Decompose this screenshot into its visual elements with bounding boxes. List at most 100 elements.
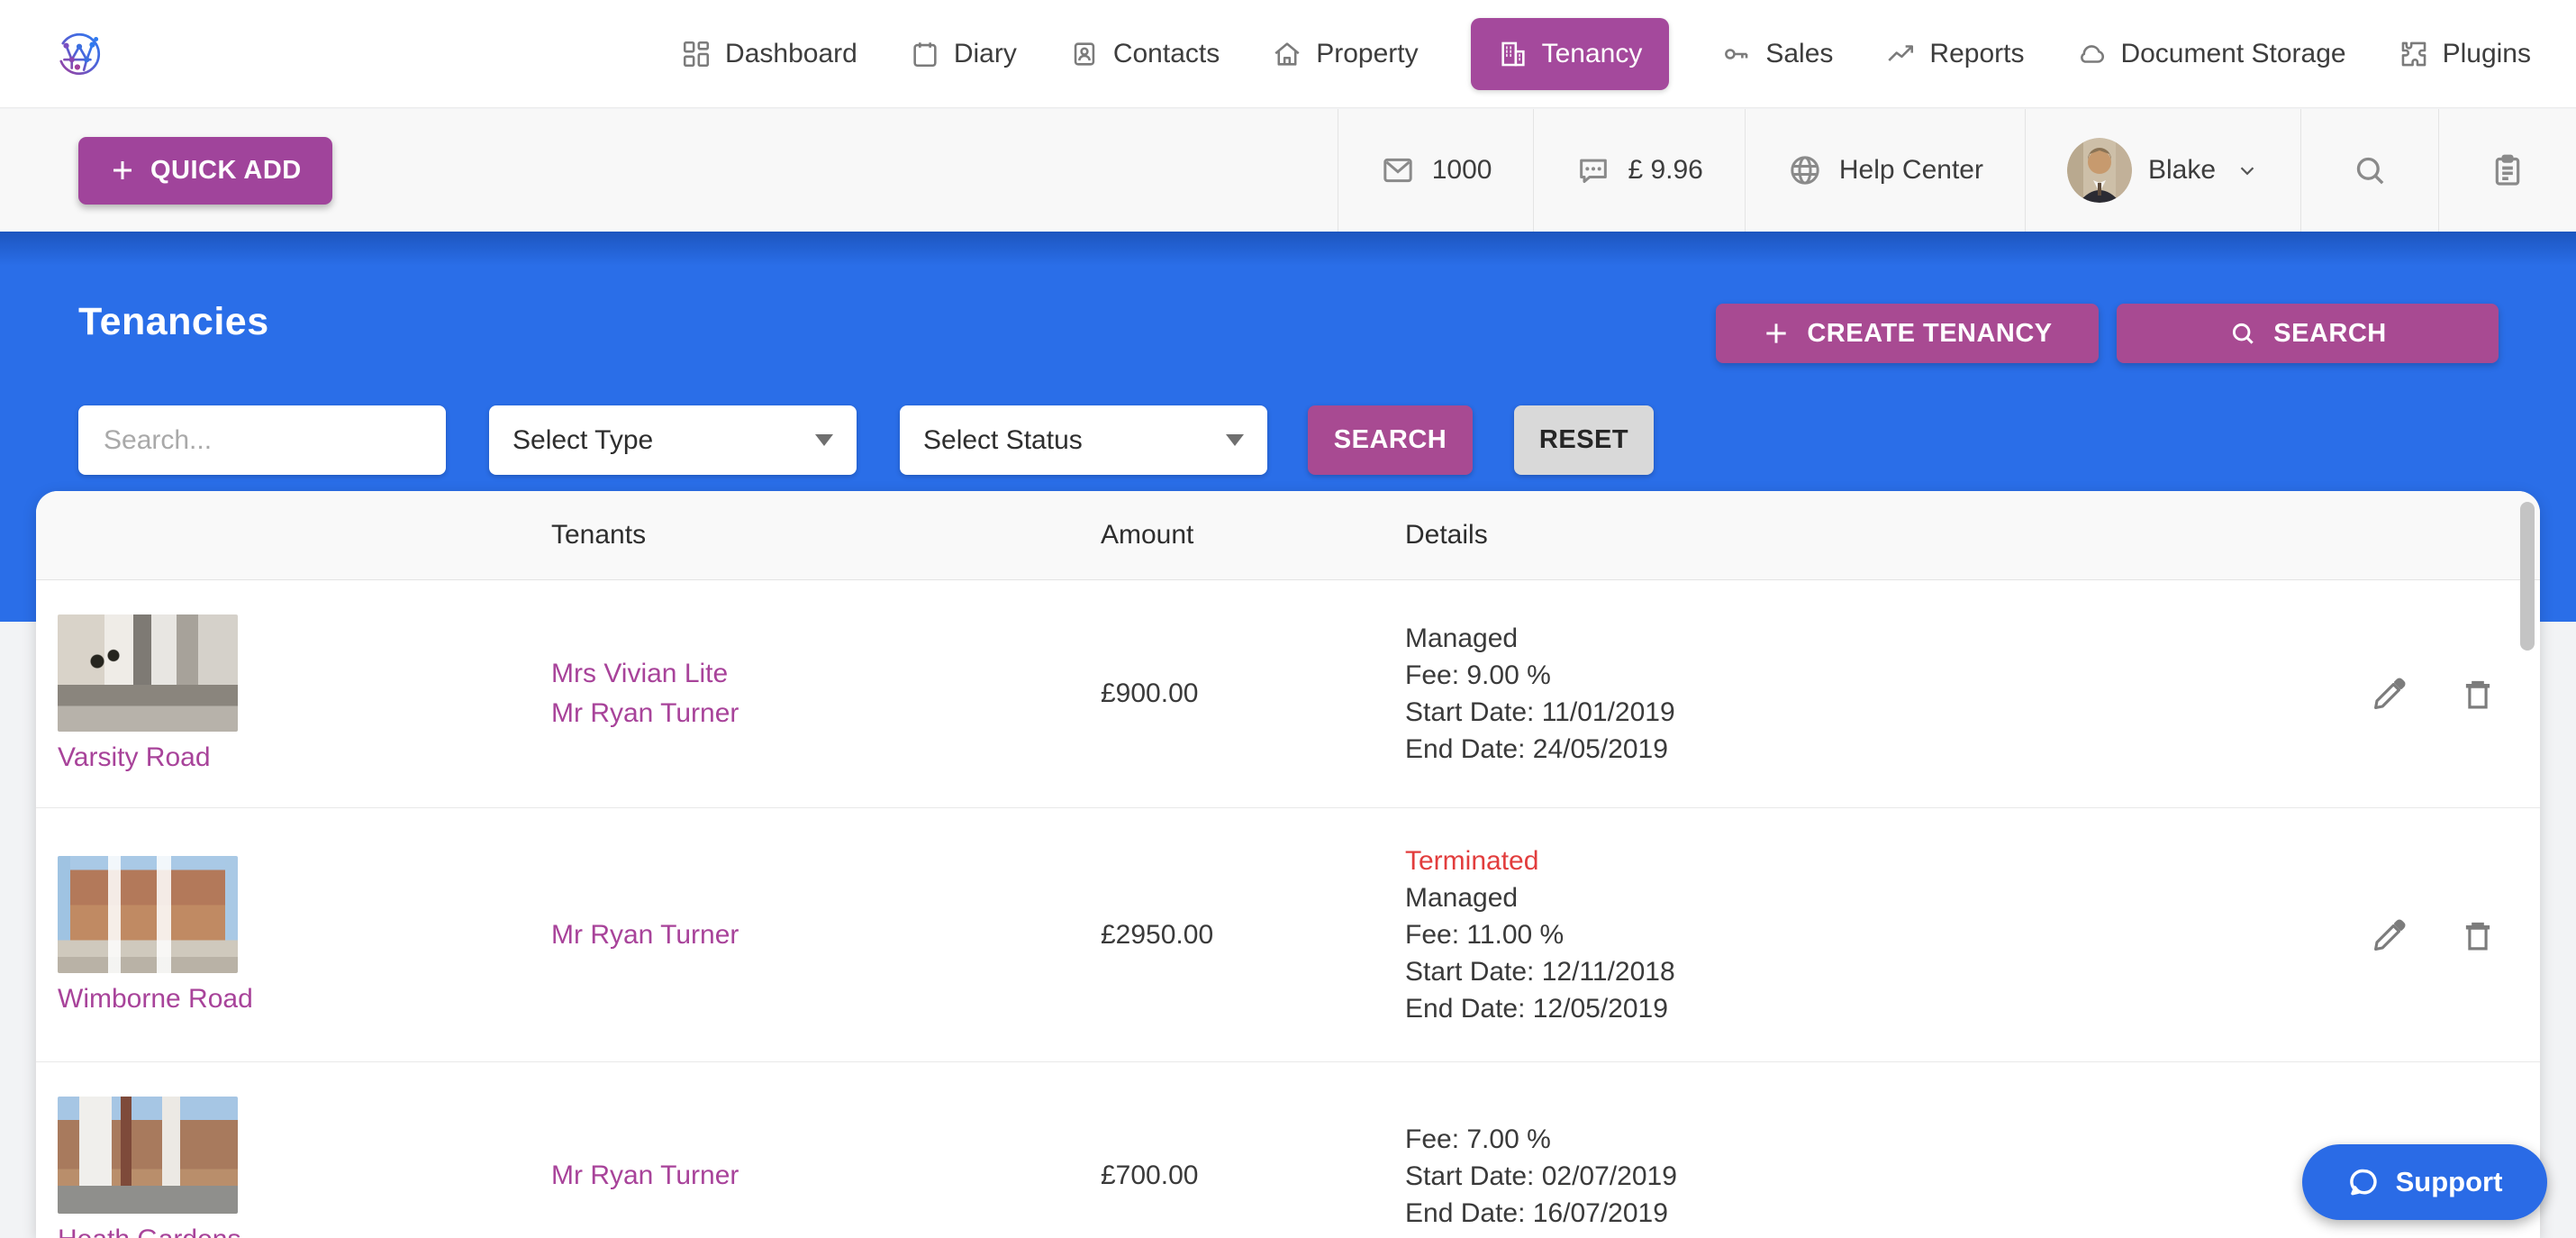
clipboard-button[interactable]	[2438, 109, 2576, 232]
dashboard-icon	[681, 39, 712, 69]
detail-line: Start Date: 02/07/2019	[1405, 1161, 1677, 1191]
edit-icon[interactable]	[2371, 675, 2408, 713]
delete-icon[interactable]	[2459, 916, 2497, 954]
detail-line: End Date: 12/05/2019	[1405, 994, 1668, 1024]
balance-indicator[interactable]: £ 9.96	[1533, 109, 1744, 232]
property-photo[interactable]	[58, 855, 238, 973]
help-center-label: Help Center	[1838, 155, 1983, 185]
property-cell: Wimborne Road	[36, 855, 551, 1015]
envelope-icon	[1380, 152, 1416, 188]
status-terminated: Terminated	[1405, 846, 1539, 876]
type-select[interactable]: Select Type	[489, 405, 857, 475]
row-actions	[2324, 916, 2540, 954]
balance-value: £ 9.96	[1628, 155, 1703, 185]
delete-icon[interactable]	[2459, 675, 2497, 713]
nav-item-reports[interactable]: Reports	[1885, 39, 2024, 69]
support-chat-icon	[2347, 1165, 2381, 1199]
detail-line: Fee: 11.00 %	[1405, 920, 1565, 950]
messages-indicator[interactable]: 1000	[1337, 109, 1534, 232]
detail-line: Managed	[1405, 883, 1519, 913]
nav-item-sales[interactable]: Sales	[1721, 39, 1833, 69]
filter-row: Select Type Select Status SEARCH RESET	[78, 405, 1654, 475]
main-menu: Dashboard Diary Contacts Property	[681, 17, 2531, 90]
property-cell: Heath Gardens	[36, 1097, 551, 1238]
create-tenancy-label: CREATE TENANCY	[1807, 318, 2053, 348]
mail-count: 1000	[1431, 155, 1492, 185]
status-select[interactable]: Select Status	[900, 405, 1267, 475]
nav-label: Diary	[953, 38, 1017, 68]
property-name-link[interactable]: Wimborne Road	[58, 983, 253, 1014]
property-photo[interactable]	[58, 614, 238, 732]
create-tenancy-button[interactable]: CREATE TENANCY	[1716, 304, 2099, 363]
filter-search-button[interactable]: SEARCH	[1308, 405, 1473, 475]
hero-buttons: CREATE TENANCY SEARCH	[1716, 304, 2499, 363]
tenant-link[interactable]: Mr Ryan Turner	[551, 1161, 739, 1190]
search-icon	[2228, 319, 2257, 348]
detail-line: Fee: 7.00 %	[1405, 1124, 1551, 1154]
column-header-details: Details	[1405, 520, 1488, 550]
filter-reset-button[interactable]: RESET	[1514, 405, 1654, 475]
nav-item-property[interactable]: Property	[1272, 39, 1419, 69]
nav-item-contacts[interactable]: Contacts	[1069, 39, 1220, 69]
quick-add-button[interactable]: QUICK ADD	[78, 136, 332, 205]
property-name-link[interactable]: Varsity Road	[58, 742, 211, 772]
nav-label: Tenancy	[1541, 38, 1643, 68]
quick-add-label: QUICK ADD	[150, 155, 302, 185]
toolbar-right-group: 1000 £ 9.96 Help Center	[1337, 109, 2576, 232]
key-icon	[1721, 39, 1752, 69]
nav-item-plugins[interactable]: Plugins	[2399, 39, 2531, 69]
table-row: Varsity Road Mrs Vivian Lite Mr Ryan Tur…	[36, 580, 2540, 808]
calendar-icon	[910, 39, 940, 69]
dropdown-caret-icon	[1226, 434, 1244, 446]
nav-item-diary[interactable]: Diary	[910, 39, 1017, 69]
scrollbar-thumb[interactable]	[2520, 502, 2535, 651]
globe-icon	[1787, 152, 1823, 188]
nav-item-tenancy[interactable]: Tenancy	[1470, 17, 1670, 90]
hero-search-button[interactable]: SEARCH	[2117, 304, 2499, 363]
search-input[interactable]	[78, 405, 446, 475]
puzzle-icon	[2399, 39, 2429, 69]
global-search-button[interactable]	[2300, 109, 2438, 232]
hero-search-label: SEARCH	[2273, 318, 2387, 348]
user-menu[interactable]: Blake	[2024, 109, 2300, 232]
row-actions	[2324, 675, 2540, 713]
details-cell: Terminated Managed Fee: 11.00 % Start Da…	[1405, 842, 2324, 1027]
nav-label: Document Storage	[2120, 38, 2346, 68]
detail-line: Fee: 9.00 %	[1405, 660, 1551, 690]
tenant-link[interactable]: Mrs Vivian Lite	[551, 659, 729, 688]
property-photo[interactable]	[58, 1097, 238, 1214]
table-row: Heath Gardens Mr Ryan Turner £700.00 Fee…	[36, 1062, 2540, 1238]
app-logo[interactable]	[52, 27, 106, 81]
tenants-cell: Mr Ryan Turner	[551, 1156, 1101, 1196]
page-title: Tenancies	[78, 300, 269, 343]
secondary-toolbar: QUICK ADD 1000 £ 9.96 Help Center	[0, 109, 2576, 232]
column-header-tenants: Tenants	[551, 520, 647, 550]
user-name: Blake	[2147, 155, 2216, 185]
column-header-amount: Amount	[1101, 520, 1194, 550]
chat-bubble-icon	[1575, 152, 1611, 188]
nav-label: Dashboard	[725, 38, 857, 68]
clipboard-icon	[2490, 152, 2526, 188]
detail-line: Start Date: 12/11/2018	[1405, 957, 1675, 987]
nav-item-document-storage[interactable]: Document Storage	[2076, 38, 2346, 69]
nav-label: Sales	[1765, 38, 1834, 68]
help-center-link[interactable]: Help Center	[1744, 109, 2025, 232]
tenant-link[interactable]: Mr Ryan Turner	[551, 919, 739, 950]
table-header: Tenants Amount Details	[36, 491, 2540, 580]
property-name-link[interactable]: Heath Gardens	[58, 1224, 551, 1238]
details-cell: Managed Fee: 9.00 % Start Date: 11/01/20…	[1405, 620, 2324, 768]
home-icon	[1272, 39, 1302, 69]
search-icon	[2352, 152, 2388, 188]
nav-label: Contacts	[1112, 38, 1220, 68]
cloud-icon	[2076, 39, 2107, 69]
edit-icon[interactable]	[2371, 916, 2408, 954]
tenancies-table-panel: Tenants Amount Details Varsity Road Mrs …	[36, 491, 2540, 1238]
top-navigation-bar: Dashboard Diary Contacts Property	[0, 0, 2576, 108]
plus-icon	[109, 157, 136, 184]
tenant-link[interactable]: Mr Ryan Turner	[551, 698, 739, 728]
property-cell: Varsity Road	[36, 614, 551, 773]
detail-line: Start Date: 11/01/2019	[1405, 697, 1675, 727]
support-button[interactable]: Support	[2302, 1144, 2547, 1220]
nav-item-dashboard[interactable]: Dashboard	[681, 39, 857, 69]
